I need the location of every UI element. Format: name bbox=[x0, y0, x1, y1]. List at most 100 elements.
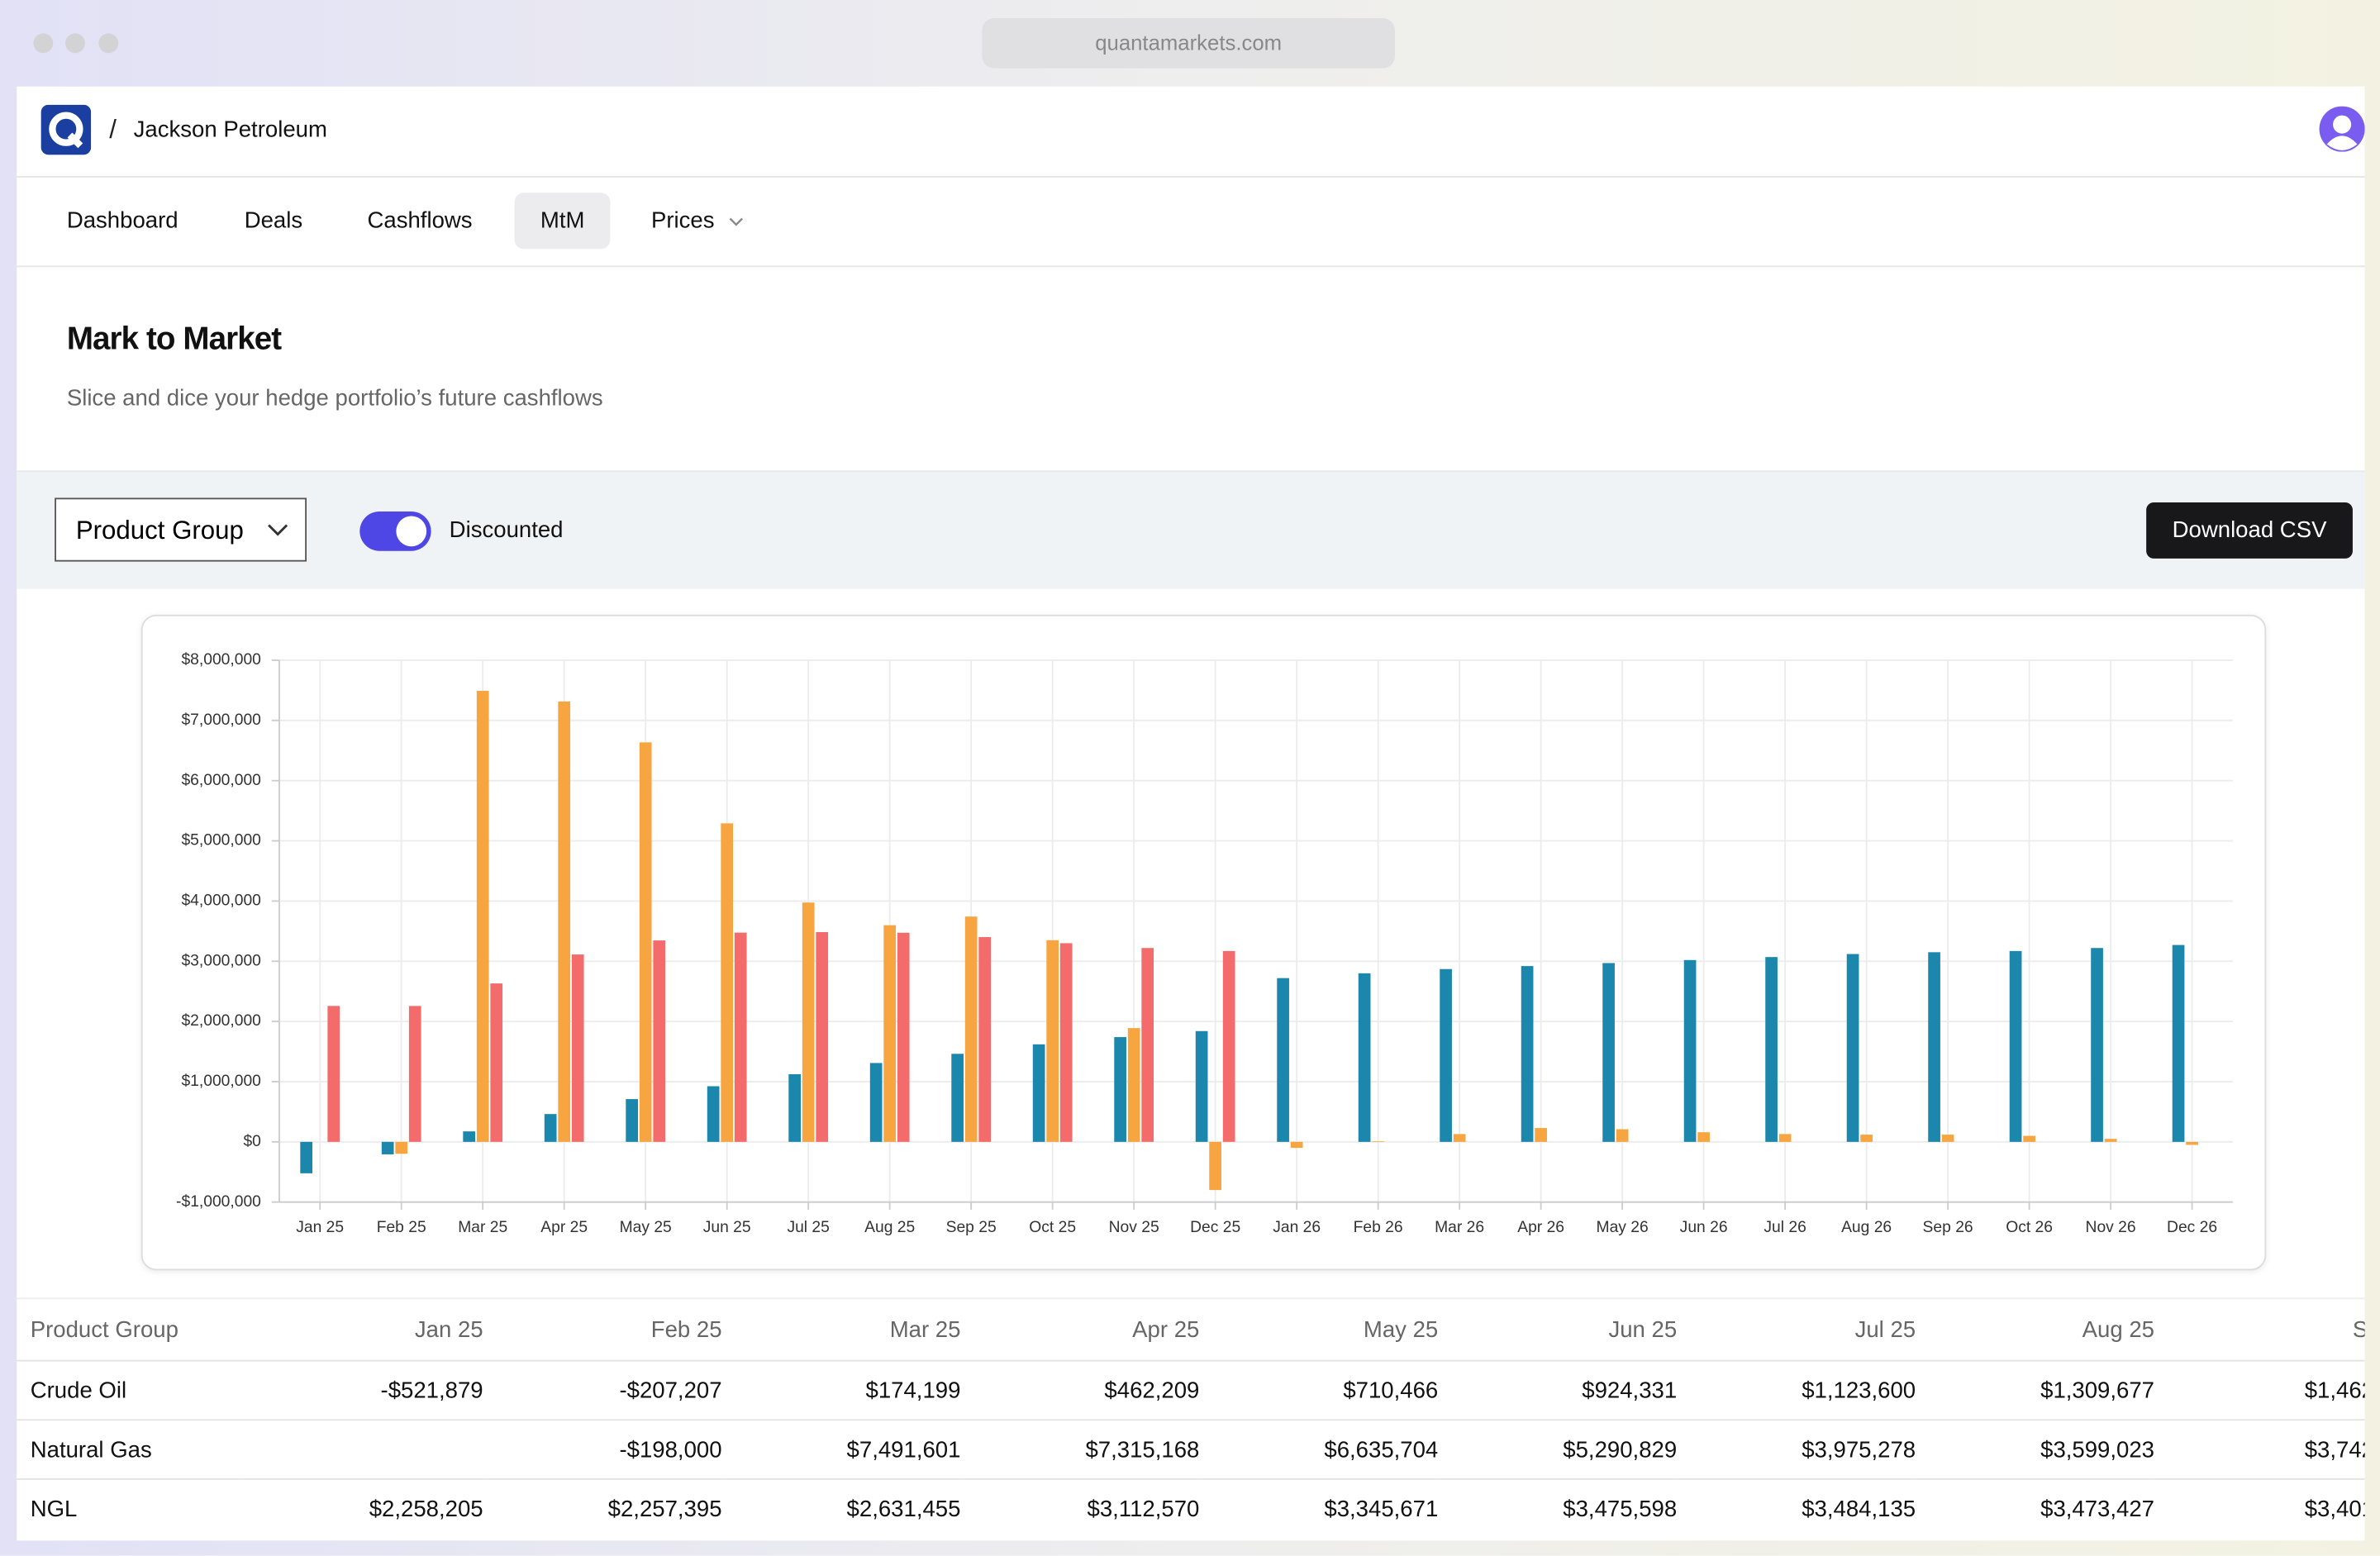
toggle-knob bbox=[396, 516, 427, 547]
x-tick-label: Oct 26 bbox=[2006, 1219, 2053, 1236]
bar bbox=[1535, 1128, 1547, 1142]
bar bbox=[1372, 1141, 1384, 1142]
bar bbox=[490, 983, 503, 1142]
avatar[interactable] bbox=[2319, 106, 2365, 152]
column-header: Jan 25 bbox=[244, 1297, 483, 1361]
bar bbox=[883, 925, 897, 1142]
window-close[interactable] bbox=[33, 33, 54, 54]
bar bbox=[2091, 948, 2103, 1142]
bar bbox=[1141, 948, 1154, 1142]
table-cell: $3,484,135 bbox=[1677, 1477, 1916, 1538]
bar bbox=[1032, 1044, 1045, 1142]
bar bbox=[2104, 1139, 2117, 1142]
company-name[interactable]: Jackson Petroleum bbox=[133, 117, 327, 143]
column-header: May 25 bbox=[1199, 1297, 1439, 1361]
nav-item[interactable]: Cashflows bbox=[367, 207, 473, 234]
x-tick-label: Jun 26 bbox=[1680, 1219, 1728, 1236]
y-tick-label: $4,000,000 bbox=[181, 892, 260, 910]
bar bbox=[571, 954, 584, 1142]
nav-item[interactable]: Dashboard bbox=[66, 207, 178, 234]
bar bbox=[802, 902, 815, 1142]
row-label: Crude Oil bbox=[17, 1359, 245, 1420]
table-cell: $6,635,704 bbox=[1199, 1419, 1439, 1479]
bar bbox=[1358, 973, 1371, 1142]
app: / Jackson Petroleum Dashboard Deals Cash… bbox=[17, 86, 2365, 1541]
x-tick-label: Jul 26 bbox=[1764, 1219, 1806, 1236]
x-tick-label: Mar 25 bbox=[458, 1219, 507, 1236]
bar bbox=[2172, 945, 2185, 1142]
bar bbox=[1046, 940, 1059, 1142]
chart: -$1,000,000 $0 $1,000,000 $2,000,000 $3,000,… bbox=[176, 651, 2233, 1236]
dropdown-caret bbox=[729, 217, 744, 226]
nav-item[interactable]: MtM bbox=[514, 193, 611, 250]
bar bbox=[788, 1073, 801, 1142]
x-tick-label: Feb 25 bbox=[377, 1219, 426, 1236]
bar bbox=[869, 1063, 883, 1142]
bar bbox=[1290, 1141, 1303, 1149]
address-bar[interactable]: quantamarkets.com bbox=[982, 18, 1395, 69]
group-by-dropdown[interactable]: Product Group bbox=[55, 497, 307, 562]
x-tick-label: Nov 26 bbox=[2086, 1219, 2136, 1236]
x-tick-label: Feb 26 bbox=[1354, 1219, 1403, 1236]
table-row: NGL $2,258,205 $2,257,395 $2,631,455 $3,112,… bbox=[17, 1477, 2365, 1538]
table-cell: $3,112,570 bbox=[960, 1477, 1200, 1538]
page-subtitle: Slice and dice your hedge portfolio’s fu… bbox=[66, 385, 603, 412]
y-tick-label: $2,000,000 bbox=[181, 1012, 260, 1030]
table-cell: $924,331 bbox=[1438, 1359, 1678, 1420]
bar bbox=[1941, 1135, 1954, 1142]
table-cell: -$207,207 bbox=[483, 1359, 722, 1420]
discount-toggle[interactable] bbox=[359, 511, 431, 551]
table-cell: $3,975,278 bbox=[1677, 1419, 1916, 1479]
x-tick-label: May 26 bbox=[1597, 1219, 1649, 1236]
x-tick-label: Aug 26 bbox=[1841, 1219, 1892, 1236]
nav-item[interactable]: Prices bbox=[650, 207, 715, 234]
table-row: Crude Oil -$521,879 -$207,207 $174,199 $462,… bbox=[17, 1359, 2365, 1420]
bar bbox=[1778, 1134, 1792, 1142]
url: quantamarkets.com bbox=[1095, 30, 1283, 55]
bar bbox=[1222, 950, 1235, 1142]
bar bbox=[978, 937, 992, 1142]
top-bar: / Jackson Petroleum bbox=[17, 87, 2365, 178]
window-zoom[interactable] bbox=[98, 33, 119, 54]
breadcrumb-separator: / bbox=[109, 115, 117, 145]
y-tick-label: $1,000,000 bbox=[181, 1073, 260, 1090]
y-tick-label: $0 bbox=[243, 1133, 260, 1150]
column-header: Aug 25 bbox=[1916, 1297, 2155, 1361]
x-tick-label: Apr 25 bbox=[540, 1219, 588, 1236]
logo[interactable] bbox=[40, 104, 92, 155]
table-cell: $1,123,600 bbox=[1677, 1359, 1916, 1420]
bar bbox=[327, 1006, 340, 1142]
download-button[interactable]: Download CSV bbox=[2146, 502, 2353, 559]
nav-bar: Dashboard Deals Cashflows MtM Prices bbox=[17, 178, 2365, 268]
bar bbox=[1059, 943, 1073, 1142]
y-tick-label: $6,000,000 bbox=[181, 772, 260, 789]
chart-card: -$1,000,000 $0 $1,000,000 $2,000,000 $3,000,… bbox=[140, 614, 2267, 1271]
row-label: Natural Gas bbox=[17, 1419, 245, 1479]
bar bbox=[1602, 963, 1615, 1142]
bar bbox=[951, 1054, 964, 1142]
toggle-label: Discounted bbox=[449, 517, 564, 544]
x-tick-label: Dec 25 bbox=[1190, 1219, 1240, 1236]
nav-item[interactable]: Deals bbox=[244, 207, 303, 234]
column-header: Jul 25 bbox=[1677, 1297, 1916, 1361]
bar bbox=[2186, 1141, 2198, 1145]
table-cell: $5,290,829 bbox=[1438, 1419, 1678, 1479]
x-tick-label: Jul 25 bbox=[787, 1219, 829, 1236]
bar bbox=[734, 932, 747, 1142]
y-tick-label: -$1,000,000 bbox=[176, 1193, 261, 1211]
bar bbox=[381, 1141, 394, 1154]
bar bbox=[408, 1006, 421, 1142]
x-tick-label: Nov 25 bbox=[1109, 1219, 1159, 1236]
dropdown-caret bbox=[268, 524, 288, 536]
window-minimize[interactable] bbox=[64, 33, 85, 54]
bar bbox=[1453, 1134, 1466, 1142]
table-cell: $1,309,677 bbox=[1916, 1359, 2155, 1420]
x-tick-label: Mar 26 bbox=[1435, 1219, 1484, 1236]
bar bbox=[2023, 1135, 2035, 1142]
x-tick-label: May 25 bbox=[620, 1219, 672, 1236]
page-title: Mark to Market bbox=[66, 321, 282, 357]
row-label: NGL bbox=[17, 1477, 245, 1538]
table-cell: $2,631,455 bbox=[721, 1477, 961, 1538]
bar bbox=[626, 1099, 639, 1142]
